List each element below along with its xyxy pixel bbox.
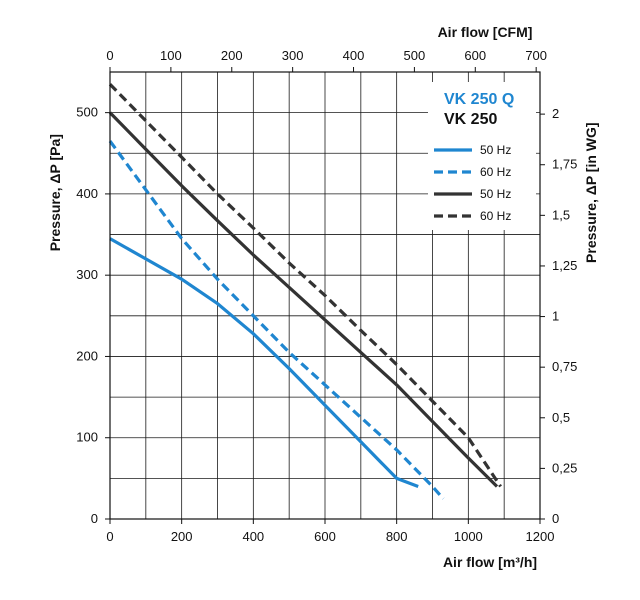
series-line-vk-250-q-50hz-solid: [109, 237, 419, 488]
x-tick-label: 800: [386, 529, 408, 544]
x-axis-title: Air flow [m³/h]: [443, 554, 537, 570]
x2-tick-label: 500: [404, 48, 426, 63]
y2-tick-label: 1,75: [552, 157, 577, 172]
y2-tick-label: 0,75: [552, 359, 577, 374]
x2-tick-label: 700: [525, 48, 547, 63]
y-axis-title: Pressure, ΔP [Pa]: [47, 134, 63, 251]
x2-tick-label: 400: [343, 48, 365, 63]
x2-tick-label: 300: [282, 48, 304, 63]
x-tick-label: 200: [171, 529, 193, 544]
legend-label: 60 Hz: [480, 209, 511, 223]
legend: VK 250 Q VK 250 50 Hz 60 Hz 50 Hz 60 Hz: [428, 82, 536, 230]
legend-group-title-vk250: VK 250: [444, 111, 497, 128]
series-layer: [108, 83, 502, 500]
legend-label: 60 Hz: [480, 165, 511, 179]
x2-tick-label: 200: [221, 48, 243, 63]
legend-label: 50 Hz: [480, 187, 511, 201]
x-tick-label: 400: [242, 529, 264, 544]
x-tick-label: 1200: [526, 529, 555, 544]
y-tick-label: 0: [91, 511, 98, 526]
y2-tick-label: 1,5: [552, 207, 570, 222]
legend-label: 50 Hz: [480, 143, 511, 157]
x2-tick-label: 100: [160, 48, 182, 63]
y2-axis-title: Pressure, ΔP [in WG]: [583, 122, 599, 263]
y-tick-label: 500: [76, 105, 98, 120]
x2-axis-title: Air flow [CFM]: [438, 24, 533, 40]
y2-tick-label: 1,25: [552, 258, 577, 273]
legend-group-title-vk250q: VK 250 Q: [444, 91, 514, 108]
y-tick-label: 400: [76, 186, 98, 201]
y-tick-label: 200: [76, 348, 98, 363]
y-tick-label: 300: [76, 267, 98, 282]
y2-tick-label: 1: [552, 309, 559, 324]
legend-box: [428, 82, 536, 230]
series-line-vk-250-q-60hz-dashed: [108, 140, 445, 500]
series-line-vk-250-50hz-solid: [108, 111, 499, 488]
x2-tick-label: 600: [464, 48, 486, 63]
y2-tick-label: 0,25: [552, 460, 577, 475]
y-tick-label: 100: [76, 430, 98, 445]
y2-tick-label: 0,5: [552, 410, 570, 425]
x2-tick-label: 0: [106, 48, 113, 63]
y2-tick-label: 0: [552, 511, 559, 526]
x-tick-label: 0: [106, 529, 113, 544]
x-tick-label: 1000: [454, 529, 483, 544]
y2-tick-label: 2: [552, 106, 559, 121]
x-tick-label: 600: [314, 529, 336, 544]
